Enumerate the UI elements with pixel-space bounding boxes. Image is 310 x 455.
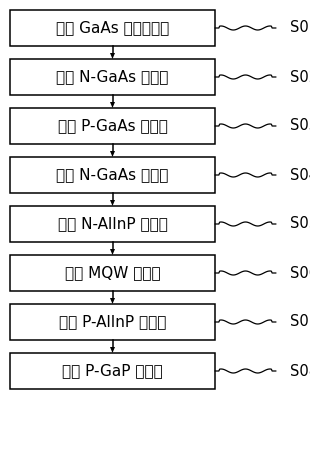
Text: 生长 MQW 发光层: 生长 MQW 发光层 xyxy=(65,266,160,280)
Text: 提供 GaAs 衬底并清洗: 提供 GaAs 衬底并清洗 xyxy=(56,20,169,35)
Bar xyxy=(10,255,215,291)
Text: 生长 P-GaP 外延层: 生长 P-GaP 外延层 xyxy=(62,364,163,379)
Bar xyxy=(10,157,215,193)
Text: 生长 N-AlInP 限制层: 生长 N-AlInP 限制层 xyxy=(58,217,167,232)
Text: 生长 N-GaAs 缓冲层: 生长 N-GaAs 缓冲层 xyxy=(56,70,169,85)
Text: 生长 P-AlInP 限制层: 生长 P-AlInP 限制层 xyxy=(59,314,166,329)
Text: S06: S06 xyxy=(290,266,310,280)
Text: S08: S08 xyxy=(290,364,310,379)
Bar xyxy=(10,304,215,340)
Bar xyxy=(10,206,215,242)
Text: S01: S01 xyxy=(290,20,310,35)
Text: S04: S04 xyxy=(290,167,310,182)
Polygon shape xyxy=(110,298,115,304)
Text: S07: S07 xyxy=(290,314,310,329)
Text: 生长 P-GaAs 外延层: 生长 P-GaAs 外延层 xyxy=(58,118,167,133)
Polygon shape xyxy=(110,151,115,157)
Text: S05: S05 xyxy=(290,217,310,232)
Polygon shape xyxy=(110,102,115,108)
Polygon shape xyxy=(110,53,115,59)
Bar xyxy=(10,353,215,389)
Polygon shape xyxy=(110,200,115,206)
Bar xyxy=(10,108,215,144)
Bar xyxy=(10,10,215,46)
Text: S03: S03 xyxy=(290,118,310,133)
Polygon shape xyxy=(110,347,115,353)
Text: S02: S02 xyxy=(290,70,310,85)
Bar xyxy=(10,59,215,95)
Polygon shape xyxy=(110,249,115,255)
Text: 生长 N-GaAs 外延层: 生长 N-GaAs 外延层 xyxy=(56,167,169,182)
